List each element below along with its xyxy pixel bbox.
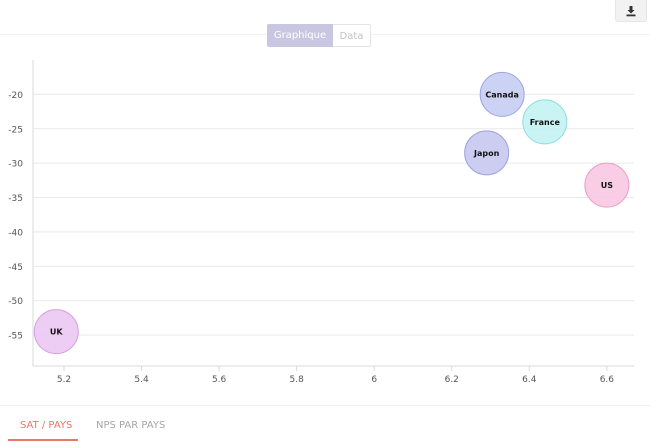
x-tick-label: 6 xyxy=(371,375,377,385)
y-tick-label: -35 xyxy=(8,194,23,204)
x-tick-label: 6.2 xyxy=(445,375,459,385)
point-uk[interactable]: UK xyxy=(33,309,79,355)
point-label: Japon xyxy=(473,149,500,158)
download-icon xyxy=(626,5,636,16)
active-tab-indicator xyxy=(8,439,78,441)
y-axis-ticks: -20 -25 -30 -35 -40 -45 -50 -55 xyxy=(8,91,23,342)
y-tick-label: -25 xyxy=(8,125,23,135)
x-tick-label: 5.2 xyxy=(57,375,71,385)
tab-sat-pays[interactable]: SAT / PAYS xyxy=(20,420,73,431)
point-label: France xyxy=(530,118,561,127)
download-button[interactable] xyxy=(615,0,647,22)
y-tick-label: -55 xyxy=(8,332,23,342)
bubble-france[interactable] xyxy=(522,99,568,145)
point-canada[interactable]: Canada xyxy=(479,71,525,117)
x-tick-label: 6.6 xyxy=(600,375,615,385)
bubble-uk[interactable] xyxy=(33,309,79,355)
bottom-tabs: SAT / PAYS NPS PAR PAYS xyxy=(0,405,650,441)
y-tick-label: -50 xyxy=(8,297,23,307)
y-tick-label: -30 xyxy=(8,160,23,170)
bubble-japon[interactable] xyxy=(464,130,510,176)
tab-nps-par-pays[interactable]: NPS PAR PAYS xyxy=(96,420,166,431)
toggle-graphique[interactable]: Graphique xyxy=(267,24,333,47)
x-tick-label: 5.4 xyxy=(134,375,149,385)
x-tick-label: 5.8 xyxy=(290,375,305,385)
y-tick-label: -45 xyxy=(8,263,23,273)
x-axis-ticks: 5.2 5.4 5.6 5.8 6 6.2 6.4 6.6 xyxy=(57,366,614,385)
data-points: Canada France Japon US UK xyxy=(33,71,630,355)
point-japon[interactable]: Japon xyxy=(464,130,510,176)
point-label: US xyxy=(601,181,613,190)
toggle-data[interactable]: Data xyxy=(333,24,371,47)
x-tick-label: 6.4 xyxy=(522,375,537,385)
x-tick-label: 5.6 xyxy=(212,375,227,385)
y-tick-label: -40 xyxy=(8,228,23,238)
view-toggle: Graphique Data xyxy=(267,24,371,47)
bubble-canada[interactable] xyxy=(479,71,525,117)
point-label: UK xyxy=(50,328,63,337)
point-label: Canada xyxy=(485,90,519,99)
y-tick-label: -20 xyxy=(8,91,23,101)
point-france[interactable]: France xyxy=(522,99,568,145)
scatter-chart: -20 -25 -30 -35 -40 -45 -50 -55 5.2 5.4 5.6 5.8 6 6.… xyxy=(8,60,634,385)
bubble-us[interactable] xyxy=(584,162,630,208)
point-us[interactable]: US xyxy=(584,162,630,208)
